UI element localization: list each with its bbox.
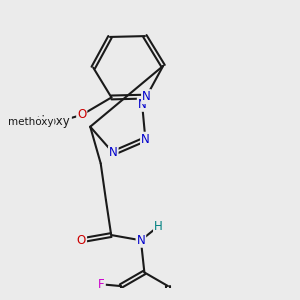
Text: N: N (141, 133, 150, 146)
Text: F: F (98, 278, 105, 291)
Text: N: N (136, 234, 145, 247)
Text: H: H (154, 220, 163, 233)
Text: N: N (109, 146, 118, 160)
Text: N: N (138, 98, 146, 111)
Text: N: N (142, 90, 151, 103)
Text: O: O (77, 234, 86, 247)
Text: O: O (77, 108, 86, 122)
Text: methoxy: methoxy (8, 117, 54, 127)
Text: methoxy: methoxy (19, 116, 71, 128)
